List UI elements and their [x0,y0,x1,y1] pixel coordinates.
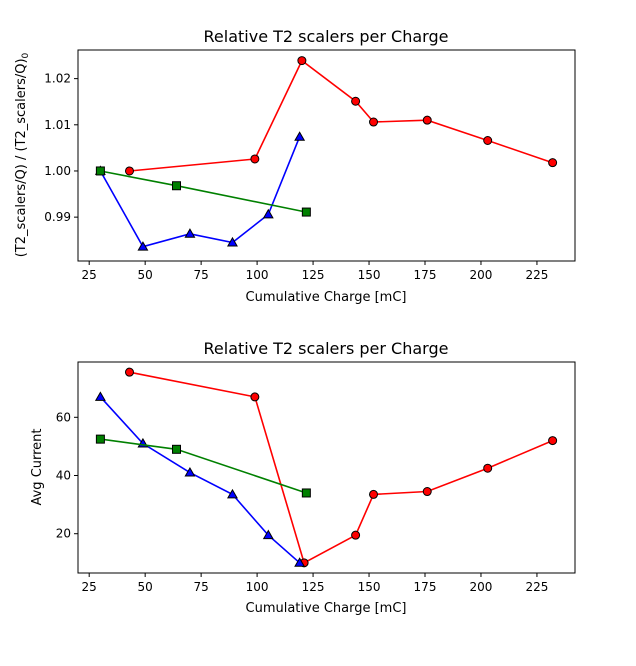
chart-top-x-tick-label: 100 [246,268,269,282]
chart-bottom-x-tick-label: 50 [138,580,153,594]
chart-bottom-x-tick-label: 75 [193,580,208,594]
chart-top-y-axis-label-subscript: 0 [21,52,31,58]
chart-top-axes-frame [77,49,576,262]
chart-bottom-data-point [548,436,558,446]
chart-bottom-series-line [129,371,553,564]
chart-top: Relative T2 scalers per Charge 25 50 75 100… [14,27,576,305]
chart-top-title: Relative T2 scalers per Charge [204,27,449,46]
chart-top-data-point [297,56,307,66]
chart-top-data-point [137,241,149,251]
chart-top-data-point [294,131,306,141]
chart-top-x-tick-label: 175 [414,268,437,282]
chart-top-series-line [99,136,301,248]
chart-top-data-point [483,135,493,145]
chart-top-x-axis-label: Cumulative Charge [mC] [246,290,407,305]
chart-bottom-y-tick-label: 20 [56,527,71,541]
chart-top-data-point [250,154,260,164]
chart-bottom-data-point [301,488,311,498]
chart-bottom-x-tick-label: 100 [246,580,269,594]
chart-top-data-point [369,117,379,127]
chart-top-data-point [184,228,196,238]
chart-bottom-y-axis-label: Avg Current [30,428,45,505]
chart-bottom-data-point [184,466,196,477]
chart-top-y-tick-label: 1.00 [44,164,71,178]
chart-bottom-title: Relative T2 scalers per Charge [204,339,449,358]
chart-top-y-tick-label: 1.02 [44,72,71,86]
chart-bottom-x-axis-label: Cumulative Charge [mC] [246,601,407,616]
chart-top-y-tick-label: 0.99 [44,210,71,224]
chart-bottom-x-tick-label: 125 [302,580,325,594]
chart-bottom-series-line [99,396,301,564]
chart-top-x-tick-label: 150 [358,268,381,282]
chart-top-series-line [129,59,553,172]
chart-top-data-point [124,166,134,176]
chart-top-plot-area: 25 50 75 100 125 150 175 200 225 0.99 1.00 1.01 1.02 [44,49,576,282]
chart-bottom-data-point [351,530,361,540]
chart-top-data-point [95,166,105,176]
chart-top-data-point [227,236,238,247]
chart-top-data-point [422,115,432,125]
chart-top-y-tick-label: 1.01 [44,118,71,132]
chart-top-x-tick-label: 200 [470,268,493,282]
chart-top-data-point [262,208,274,219]
chart-bottom-x-tick-label: 225 [525,580,548,594]
chart-top-y-axis-label: (T2_scalers/Q) / (T2_scalers/Q)0 [14,52,31,257]
chart-bottom-y-tick-label: 60 [56,410,71,424]
chart-bottom: Relative T2 scalers per Charge 25 50 75 100… [30,339,576,616]
chart-bottom-x-tick-label: 200 [470,580,493,594]
chart-bottom-data-point [294,557,306,567]
chart-bottom-x-tick-label: 175 [414,580,437,594]
chart-bottom-x-tick-label: 25 [82,580,97,594]
chart-top-y-axis-label-main: (T2_scalers/Q) / (T2_scalers/Q) [14,58,29,257]
chart-bottom-y-tick-label: 40 [56,469,71,483]
chart-top-data-point [351,96,361,106]
chart-bottom-data-point [95,434,105,444]
chart-bottom-data-point [250,392,260,402]
chart-bottom-data-point [262,529,274,540]
chart-bottom-data-point [172,444,182,454]
chart-top-x-tick-label: 50 [138,268,153,282]
chart-bottom-data-point [94,391,106,401]
chart-top-data-point [301,207,311,217]
chart-bottom-axes-frame [77,361,576,574]
chart-bottom-data-point [422,487,432,497]
chart-top-x-tick-label: 25 [82,268,97,282]
chart-bottom-plot-area: 25 50 75 100 125 150 175 200 225 20 40 60 [56,361,576,594]
chart-top-x-tick-label: 125 [302,268,325,282]
chart-top-x-tick-label: 75 [193,268,208,282]
chart-bottom-data-point [124,367,134,377]
chart-top-data-point [172,181,182,191]
chart-bottom-x-tick-label: 150 [358,580,381,594]
chart-bottom-data-point [483,463,493,473]
chart-bottom-data-point [227,488,238,499]
chart-top-data-point [548,158,558,168]
chart-bottom-data-point [369,489,379,499]
chart-top-x-tick-label: 225 [525,268,548,282]
